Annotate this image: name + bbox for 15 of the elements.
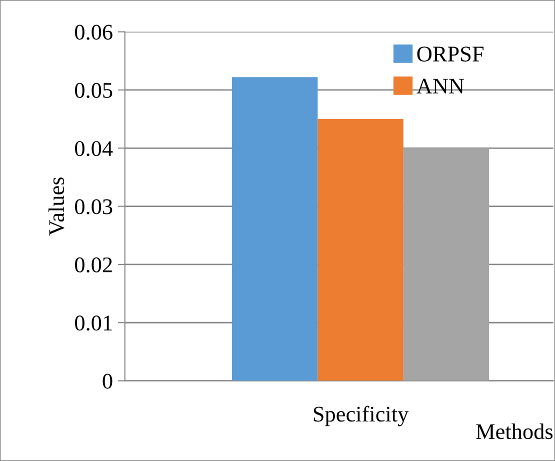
- y-tick-label: 0.06: [75, 24, 112, 40]
- y-tick-label: 0.03: [75, 199, 112, 214]
- legend-label: ORPSF: [417, 46, 484, 62]
- y-axis-title: Values: [48, 177, 64, 236]
- bar: [318, 119, 404, 381]
- x-axis-title: Methods: [476, 423, 553, 440]
- bar: [232, 77, 318, 381]
- legend-label: ANN: [416, 78, 464, 94]
- y-tick-label: 0.05: [75, 82, 112, 98]
- y-tick-label: 0.02: [75, 257, 112, 272]
- y-tick-label: 0.04: [75, 141, 113, 156]
- y-tick-label: 0: [102, 374, 112, 389]
- bar: [403, 148, 490, 381]
- y-tick-label: 0.01: [75, 316, 112, 331]
- x-tick-label: Specificity: [314, 406, 409, 426]
